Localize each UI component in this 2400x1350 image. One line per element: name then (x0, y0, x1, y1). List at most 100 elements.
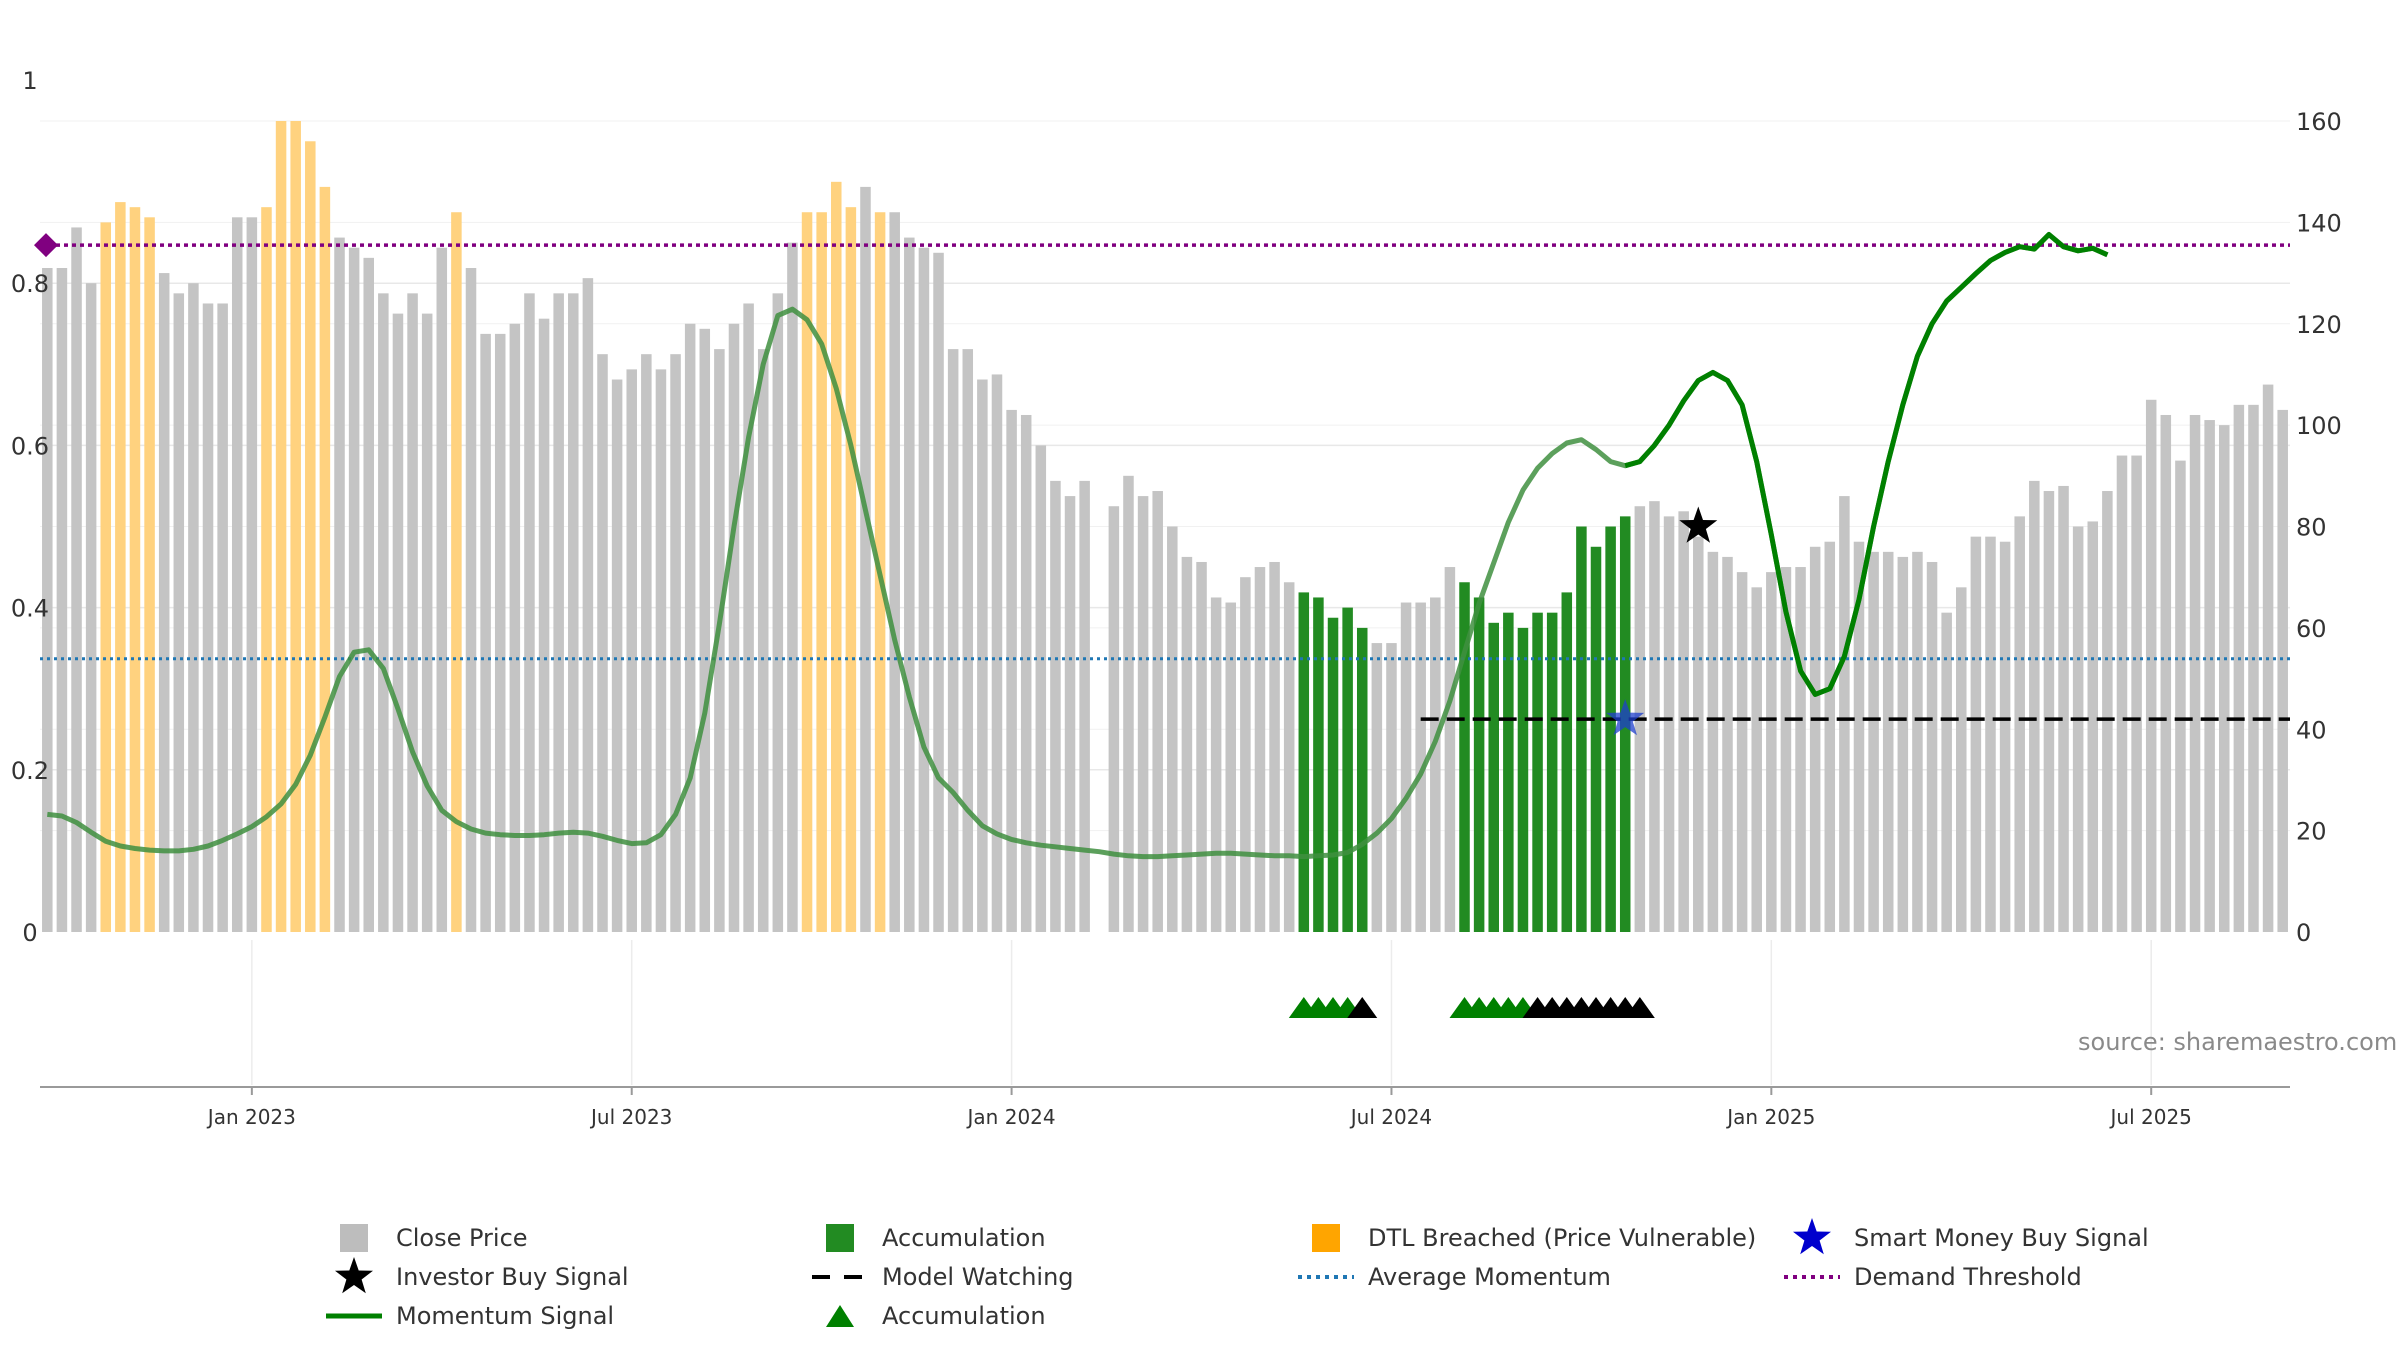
legend-entry: Accumulation (826, 1302, 1046, 1330)
legend-swatch-star (1793, 1218, 1831, 1255)
legend-swatch-star (335, 1257, 373, 1294)
price-bar (1006, 409, 1017, 932)
price-bar (845, 207, 857, 932)
right-tick-label: 120 (2296, 311, 2342, 339)
price-bar (1137, 496, 1149, 932)
right-tick-label: 0 (2296, 919, 2311, 947)
price-bar (421, 313, 433, 932)
price-bar (261, 207, 272, 932)
price-bar (2175, 460, 2186, 932)
right-tick-label: 100 (2296, 412, 2342, 440)
price-bar (2072, 526, 2084, 932)
legend-entry: DTL Breached (Price Vulnerable) (1312, 1224, 1756, 1252)
price-bar (1795, 567, 1806, 932)
price-bar (611, 379, 623, 933)
price-bar (1576, 526, 1587, 932)
legend-swatch-square (1312, 1224, 1340, 1252)
price-bar (684, 323, 696, 932)
price-bar (641, 354, 652, 933)
price-bar (977, 379, 988, 933)
price-bar (1605, 526, 1616, 932)
price-bar (1868, 551, 1879, 932)
price-bar (1707, 551, 1719, 932)
price-bar (1444, 567, 1456, 932)
x-tick-label: Jul 2024 (1349, 1105, 1432, 1129)
legend-entry: Model Watching (812, 1263, 1074, 1291)
legend-entry: Close Price (340, 1224, 528, 1252)
price-bar (1809, 546, 1821, 932)
right-tick-label: 80 (2296, 514, 2327, 542)
price-bar (1839, 496, 1850, 932)
price-bar (1561, 592, 1573, 932)
price-bar (1240, 577, 1251, 932)
legend-entry: Accumulation (826, 1224, 1046, 1252)
price-bar (71, 227, 82, 933)
price-bar (305, 141, 316, 932)
price-bar (1386, 643, 1397, 932)
price-bar (2116, 455, 2128, 932)
smart-money-buy-signal-star (1606, 699, 1645, 736)
price-bar (1780, 567, 1792, 932)
price-bar (714, 349, 725, 932)
price-bar (436, 247, 448, 932)
price-bar (889, 212, 900, 933)
price-bar (816, 212, 827, 933)
price-bar (918, 247, 930, 932)
price-bar (480, 333, 491, 932)
price-bar (1473, 597, 1485, 932)
legend-label: Momentum Signal (396, 1302, 614, 1330)
price-bar (1503, 612, 1514, 932)
price-bar (1283, 582, 1295, 932)
price-bar (582, 278, 594, 933)
price-bar (392, 313, 404, 932)
legend-label: DTL Breached (Price Vulnerable) (1368, 1224, 1756, 1252)
price-bar (1269, 561, 1280, 932)
price-bar (947, 349, 959, 932)
price-bar (1546, 612, 1558, 932)
price-bar (144, 217, 155, 932)
price-bar (1693, 536, 1704, 932)
price-bar (1853, 541, 1865, 932)
price-bar (129, 207, 141, 932)
price-bar (231, 217, 243, 932)
price-bar (1985, 536, 1996, 932)
left-tick-label: 0.6 (11, 432, 49, 460)
price-bar (100, 222, 112, 932)
price-bar (831, 181, 842, 932)
momentum-signal-line-highlight (1624, 232, 2109, 697)
price-bar (1751, 587, 1762, 932)
right-tick-label: 140 (2296, 209, 2342, 237)
price-bar (860, 186, 871, 933)
legend-entry: Momentum Signal (326, 1302, 614, 1330)
price-bar (1064, 496, 1076, 932)
price-bar (1912, 551, 1923, 932)
price-bar (1210, 597, 1222, 932)
price-bar (699, 328, 711, 933)
price-bar (1766, 572, 1777, 932)
price-bar (1167, 526, 1178, 932)
price-bar (597, 354, 608, 933)
investor-buy-signal-star (1679, 506, 1718, 543)
price-bar (2189, 414, 2201, 932)
price-bar (378, 293, 389, 932)
price-bar (991, 374, 1003, 932)
price-bar (348, 247, 360, 932)
legend-entry: Demand Threshold (1784, 1263, 2082, 1291)
price-bar (1941, 612, 1952, 932)
price-bar (1824, 541, 1836, 932)
price-bar (2087, 521, 2099, 932)
price-bar (451, 212, 462, 933)
price-bar (1313, 597, 1324, 932)
legend-label: Model Watching (882, 1263, 1074, 1291)
left-tick-label: 0.8 (11, 270, 49, 298)
left-tick-label: 0.4 (11, 595, 49, 623)
price-bar (363, 257, 374, 932)
price-bar (2014, 516, 2025, 932)
price-bar (801, 212, 813, 933)
price-bar (1488, 622, 1499, 932)
price-bar (1926, 561, 1938, 932)
legend-label: Accumulation (882, 1224, 1046, 1252)
price-bar (2102, 491, 2113, 932)
price-bar (407, 293, 418, 932)
